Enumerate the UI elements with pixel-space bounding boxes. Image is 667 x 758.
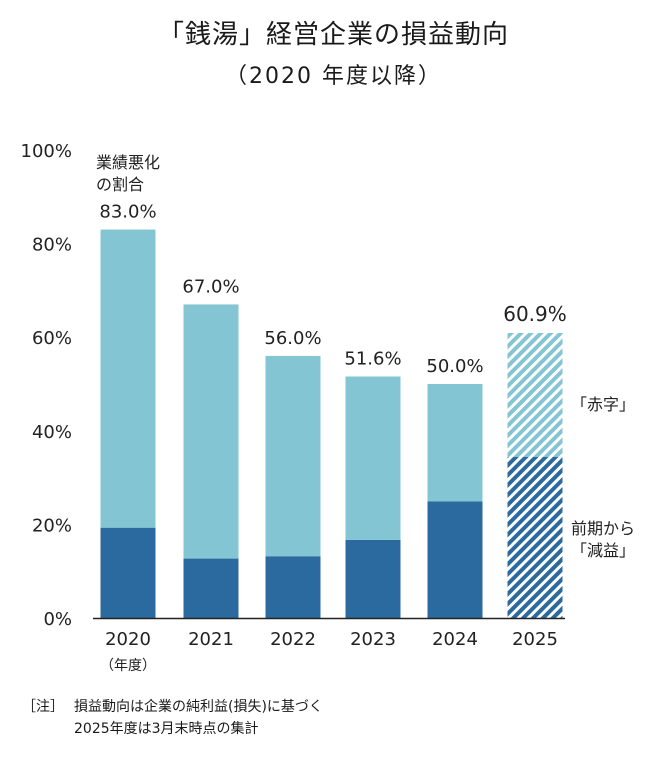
bar-decline-2025 <box>507 457 563 618</box>
y-tick-label: 60% <box>32 328 72 349</box>
bar-red-2021 <box>183 304 239 559</box>
y-tick-label: 80% <box>32 235 72 256</box>
bar-red-2024 <box>427 384 483 502</box>
annotation-line-1: 業績悪化 <box>96 153 160 172</box>
bar-red-2025 <box>507 332 563 458</box>
note-line-2: 2025年度は3月末時点の集計 <box>74 721 259 737</box>
legend-red-label: 「赤字」 <box>571 395 635 414</box>
x-axis-label: （年度） <box>100 658 156 674</box>
bar-decline-2021 <box>183 558 239 618</box>
data-label-2021: 67.0% <box>182 276 239 297</box>
note-line-1: 損益動向は企業の純利益(損失)に基づく <box>74 699 323 715</box>
chart-subtitle: （2020 年度以降） <box>225 64 442 89</box>
bar-decline-2020 <box>100 527 156 618</box>
x-tick-label: 2024 <box>432 629 478 650</box>
annotation-line-2: の割合 <box>96 175 144 194</box>
x-tick-label: 2025 <box>512 629 558 650</box>
bar-decline-2022 <box>265 556 321 618</box>
note-prefix: ［注］ <box>22 699 64 715</box>
chart-title: 「銭湯」経営企業の損益動向 <box>157 20 509 50</box>
y-tick-label: 0% <box>43 609 72 630</box>
stacked-bar-chart: 0% 20% 40% 60% 80% 100% 83.0% 2020 67.0% 2021 56.0… <box>21 141 635 674</box>
x-tick-label: 2021 <box>188 629 234 650</box>
data-label-2025: 60.9% <box>503 302 567 326</box>
y-tick-label: 40% <box>32 422 72 443</box>
y-tick-label: 20% <box>32 515 72 536</box>
bar-red-2020 <box>100 229 156 528</box>
legend-decline-line-1: 前期から <box>571 519 635 538</box>
data-label-2022: 56.0% <box>264 328 321 349</box>
bar-red-2023 <box>345 376 401 540</box>
data-label-2023: 51.6% <box>344 349 401 370</box>
x-tick-label: 2023 <box>350 629 396 650</box>
x-tick-label: 2022 <box>270 629 316 650</box>
data-label-2020: 83.0% <box>99 202 156 223</box>
data-label-2024: 50.0% <box>426 356 483 377</box>
x-tick-label: 2020 <box>105 629 151 650</box>
bar-decline-2024 <box>427 501 483 618</box>
bar-red-2022 <box>265 355 321 557</box>
bar-decline-2023 <box>345 539 401 618</box>
y-tick-label: 100% <box>21 141 72 162</box>
legend-decline-line-2: 「減益」 <box>571 541 635 560</box>
